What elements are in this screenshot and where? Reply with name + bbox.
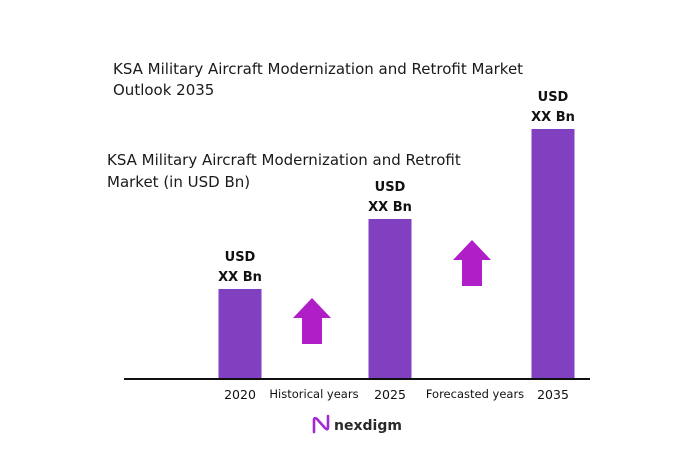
data-label-2025-line-2: XX Bn xyxy=(368,200,412,215)
data-label-2035-line-1: USD xyxy=(538,90,569,105)
brand-logo: nexdigm xyxy=(312,414,402,434)
forecast-growth-arrow-icon xyxy=(453,240,491,286)
data-label-2020-line-1: USD xyxy=(225,250,256,265)
chart-title-line-2: Outlook 2035 xyxy=(113,81,214,99)
bar-2025 xyxy=(368,219,412,379)
brand-name: nexdigm xyxy=(334,418,402,434)
historical-years-label: Historical years xyxy=(269,387,358,401)
data-label-2020-line-2: XX Bn xyxy=(218,270,262,285)
period-labels: Historical years Forecasted years xyxy=(269,387,524,401)
x-tick-2020: 2020 xyxy=(224,387,256,402)
growth-arrows xyxy=(293,240,491,344)
chart-subtitle-line-1: KSA Military Aircraft Modernization and … xyxy=(107,151,461,169)
chart-title: KSA Military Aircraft Modernization and … xyxy=(113,60,523,99)
forecasted-years-label: Forecasted years xyxy=(426,387,524,401)
x-tick-2035: 2035 xyxy=(537,387,569,402)
x-tick-labels: 2020 2025 2035 xyxy=(224,387,569,402)
data-label-2035-line-2: XX Bn xyxy=(531,110,575,125)
bars xyxy=(218,129,575,379)
bar-2035 xyxy=(531,129,575,379)
x-tick-2025: 2025 xyxy=(374,387,406,402)
bar-data-labels: USD XX Bn USD XX Bn USD XX Bn xyxy=(218,90,575,285)
chart-subtitle-line-2: Market (in USD Bn) xyxy=(107,173,250,191)
chart-title-line-1: KSA Military Aircraft Modernization and … xyxy=(113,60,523,78)
historical-growth-arrow-icon xyxy=(293,298,331,344)
data-label-2025-line-1: USD xyxy=(375,180,406,195)
bar-2020 xyxy=(218,289,262,379)
nexdigm-logo-icon xyxy=(312,414,330,434)
chart-subtitle: KSA Military Aircraft Modernization and … xyxy=(107,151,461,191)
